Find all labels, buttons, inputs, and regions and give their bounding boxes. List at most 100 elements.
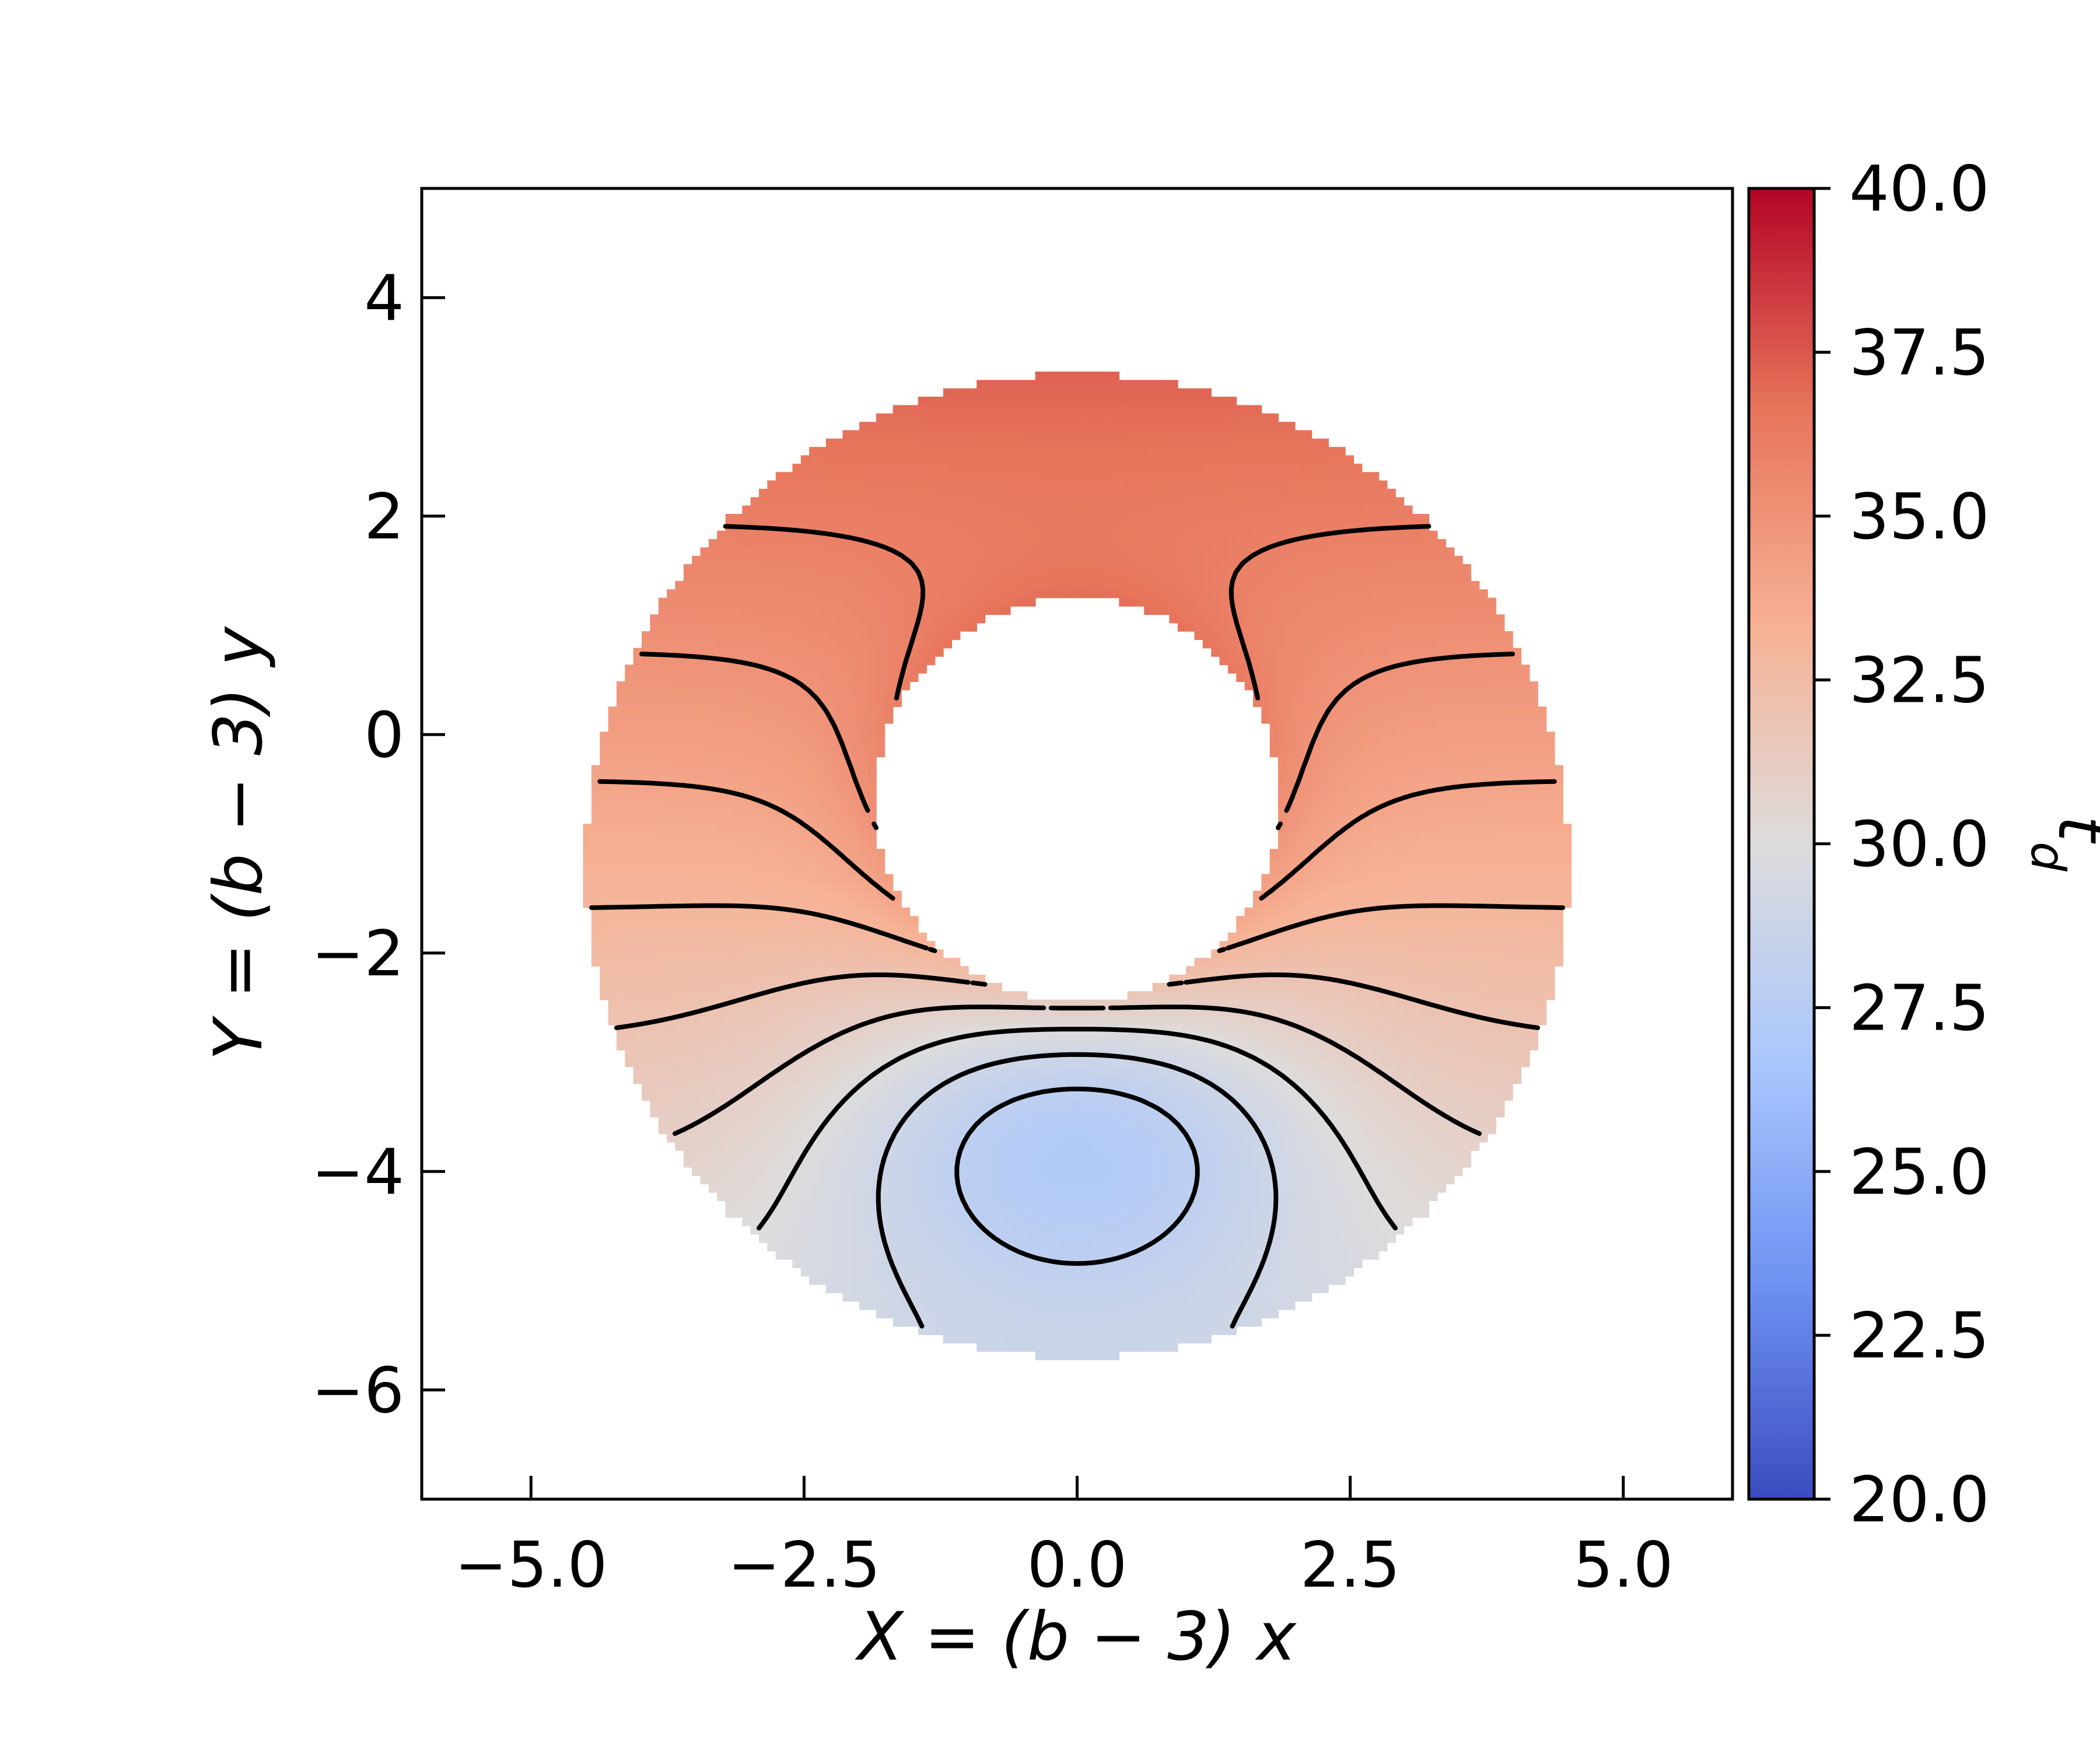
heatmap-cell [834,1284,844,1293]
heatmap-cell [834,1184,844,1193]
heatmap-cell [1136,1108,1145,1118]
heatmap-cell [1437,1184,1446,1193]
heatmap-cell [1294,1268,1304,1277]
heatmap-cell [1395,1175,1405,1185]
heatmap-cell [591,874,601,883]
heatmap-cell [1227,949,1237,958]
heatmap-cell [1194,1251,1203,1260]
heatmap-cell [1077,1142,1086,1151]
heatmap-cell [708,1125,718,1135]
heatmap-cell [943,1318,952,1327]
heatmap-cell [1169,1125,1178,1135]
heatmap-cell [1261,1125,1270,1135]
heatmap-cell [884,1083,894,1093]
heatmap-cell [926,1326,936,1335]
heatmap-cell [733,866,743,875]
heatmap-cell [1177,1175,1186,1185]
heatmap-cell [792,857,802,866]
heatmap-cell [1194,1066,1203,1076]
heatmap-cell [1362,891,1371,900]
heatmap-cell [1320,1167,1329,1176]
heatmap-cell [850,1268,860,1277]
heatmap-cell [1362,1100,1371,1110]
heatmap-cell [901,1234,911,1243]
heatmap-cell [1496,916,1505,925]
heatmap-cell [867,1242,877,1252]
heatmap-cell [792,1192,802,1201]
heatmap-cell [1420,1024,1430,1034]
heatmap-cell [1019,1033,1028,1042]
heatmap-cell [909,1033,919,1042]
heatmap-cell [1529,1041,1538,1051]
heatmap-cell [1202,1234,1212,1243]
heatmap-cell [1320,1158,1329,1168]
heatmap-cell [850,941,860,950]
heatmap-cell [1496,882,1505,891]
heatmap-cell [876,949,886,958]
heatmap-cell [968,1142,978,1151]
heatmap-cell [993,1192,1003,1201]
heatmap-cell [968,1008,978,1017]
heatmap-cell [1395,1158,1405,1168]
heatmap-cell [1236,1318,1245,1327]
heatmap-cell [918,1268,927,1277]
heatmap-cell [1353,949,1363,958]
heatmap-cell [642,982,651,992]
heatmap-cell [1378,1150,1388,1160]
heatmap-cell [1487,1033,1497,1042]
heatmap-cell [1479,1083,1488,1093]
heatmap-cell [717,957,726,967]
heatmap-cell [892,924,902,933]
heatmap-cell [608,999,617,1009]
heatmap-cell [692,1133,701,1143]
heatmap-cell [1362,1234,1371,1243]
heatmap-cell [977,1209,986,1218]
heatmap-cell [1060,1158,1069,1168]
heatmap-cell [850,1116,860,1126]
heatmap-cell [725,891,734,900]
heatmap-cell [867,849,877,858]
heatmap-cell [1504,1091,1513,1101]
heatmap-cell [1253,1175,1262,1185]
heatmap-cell [1077,1226,1086,1235]
heatmap-cell [658,1108,667,1118]
heatmap-cell [960,1049,969,1059]
heatmap-cell [926,999,936,1009]
heatmap-cell [1219,1125,1228,1135]
heatmap-cell [692,1066,701,1076]
heatmap-cell [884,924,894,933]
heatmap-cell [1027,1133,1036,1143]
heatmap-cell [1353,1234,1363,1243]
heatmap-cell [1529,1016,1538,1026]
heatmap-cell [1479,1100,1488,1110]
heatmap-cell [1345,1209,1354,1218]
heatmap-cell [977,1041,986,1051]
heatmap-cell [1027,1083,1036,1093]
heatmap-cell [1211,1284,1220,1293]
heatmap-cell [1144,1217,1153,1227]
heatmap-cell [1471,974,1480,984]
heatmap-cell [960,1284,969,1293]
heatmap-cell [901,924,911,933]
heatmap-cell [1144,1175,1153,1185]
heatmap-cell [850,1217,860,1227]
heatmap-cell [968,1334,978,1344]
heatmap-cell [767,1226,776,1235]
heatmap-cell [1002,1158,1011,1168]
heatmap-cell [1010,1309,1019,1318]
heatmap-cell [867,1268,877,1277]
heatmap-cell [1311,1234,1321,1243]
heatmap-cell [700,866,709,875]
heatmap-cell [1429,941,1438,950]
heatmap-cell [817,1066,827,1076]
heatmap-cell [608,1008,617,1017]
heatmap-cell [834,982,844,992]
heatmap-cell [1378,957,1388,967]
heatmap-cell [1278,1049,1287,1059]
heatmap-cell [918,1284,927,1293]
heatmap-cell [1362,1158,1371,1168]
heatmap-cell [968,1268,978,1277]
heatmap-cell [1429,1074,1438,1084]
heatmap-cell [1487,941,1497,950]
heatmap-cell [708,941,718,950]
